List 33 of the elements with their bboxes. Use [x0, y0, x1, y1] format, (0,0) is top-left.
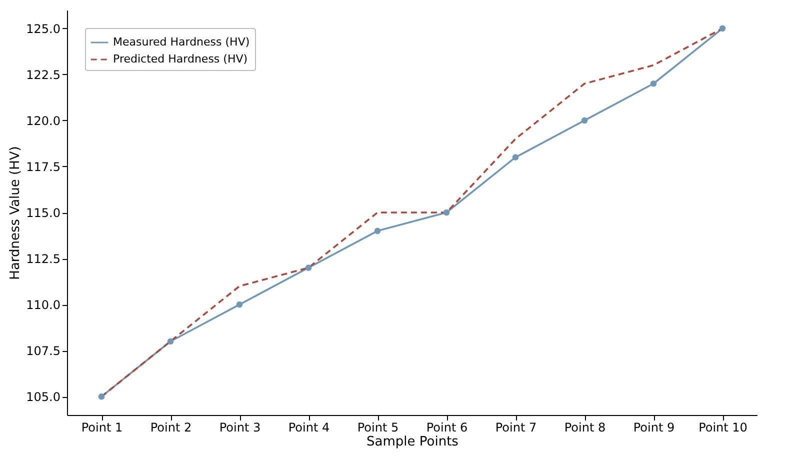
- point: [236, 301, 243, 308]
- x-tick-label: Point 4: [288, 420, 330, 434]
- y-tick-label: 117.5: [26, 160, 60, 174]
- x-tick-label: Point 9: [633, 420, 675, 434]
- y-tick-label: 110.0: [26, 298, 60, 312]
- y-tick-label: 105.0: [26, 390, 60, 404]
- point: [512, 154, 519, 160]
- x-axis-title: Sample Points: [366, 434, 459, 450]
- y-tick-label: 122.5: [26, 68, 60, 82]
- point: [98, 393, 105, 400]
- legend-label: Predicted Hardness (HV): [113, 52, 248, 66]
- point: [719, 25, 726, 32]
- x-tick-label: Point 3: [219, 420, 261, 434]
- x-tick-label: Point 8: [564, 420, 606, 434]
- y-tick-label: 112.5: [26, 252, 60, 266]
- y-tick-label: 125.0: [26, 22, 60, 36]
- point: [581, 117, 588, 124]
- legend-label: Measured Hardness (HV): [113, 36, 250, 48]
- point: [305, 264, 312, 271]
- y-tick-label: 107.5: [26, 344, 60, 358]
- y-axis-title: Hardness Value (HV): [8, 146, 24, 280]
- y-tick-label: 120.0: [26, 114, 60, 128]
- x-tick-label: Point 6: [426, 420, 468, 434]
- point: [443, 209, 450, 216]
- x-tick-label: Point 5: [357, 420, 399, 434]
- point: [374, 228, 381, 234]
- x-tick-label: Point 1: [81, 420, 123, 434]
- y-tick-label: 115.0: [26, 206, 60, 220]
- x-tick-label: Point 10: [698, 420, 748, 434]
- point: [650, 80, 657, 87]
- point: [167, 338, 174, 345]
- x-tick-label: Point 7: [495, 420, 537, 434]
- x-tick-label: Point 2: [150, 420, 192, 434]
